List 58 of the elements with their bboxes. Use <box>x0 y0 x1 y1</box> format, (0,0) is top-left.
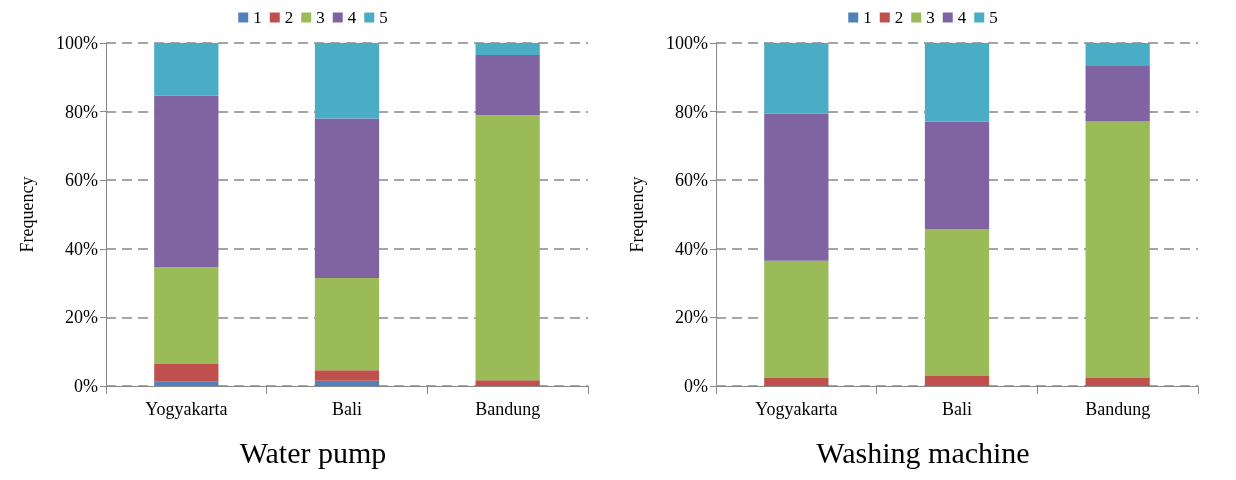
bar <box>475 55 540 116</box>
x-tick-label: Bali <box>942 399 972 419</box>
y-tick-label: 0% <box>74 376 98 396</box>
legend-label: 2 <box>894 8 904 27</box>
y-tick-label: 60% <box>65 170 98 191</box>
bar <box>154 95 219 267</box>
bar <box>924 228 990 377</box>
y-tick-label: 20% <box>675 307 708 328</box>
legend-label: 1 <box>863 8 872 27</box>
y-axis-title: Frequency <box>627 176 647 253</box>
bar <box>314 380 380 386</box>
legend-label: 3 <box>926 8 935 27</box>
y-tick-label: 80% <box>675 101 708 122</box>
bar <box>475 43 540 56</box>
bar <box>924 376 990 386</box>
bar <box>1085 43 1150 66</box>
legend-label: 5 <box>989 8 998 27</box>
text: Washing machine <box>816 435 1030 469</box>
y-tick-label: 100% <box>56 33 98 53</box>
bar <box>764 378 829 386</box>
legend-label: 2 <box>284 8 294 27</box>
x-tick-label: Yogyakarta <box>755 399 838 419</box>
bar <box>1085 378 1150 386</box>
bar <box>314 118 380 278</box>
bar <box>314 43 380 119</box>
text: Water pump <box>239 435 387 469</box>
bar <box>764 43 829 114</box>
legend-label: 1 <box>253 8 262 27</box>
legend-label: 4 <box>957 8 967 27</box>
bar <box>154 381 219 386</box>
y-tick-label: 80% <box>65 101 98 122</box>
bar <box>764 260 829 379</box>
bar <box>154 43 219 96</box>
bar <box>764 113 829 261</box>
x-tick-label: Bandung <box>475 399 541 419</box>
x-tick-label: Bandung <box>1085 399 1151 419</box>
y-tick-label: 0% <box>684 376 708 396</box>
bar <box>475 115 540 381</box>
legend-label: 3 <box>316 8 325 27</box>
legend-label: 4 <box>347 8 357 27</box>
bar <box>1085 65 1150 122</box>
bar <box>924 43 990 122</box>
x-tick-label: Bali <box>332 399 362 419</box>
bar <box>154 364 219 382</box>
y-tick-label: 40% <box>65 238 98 259</box>
x-tick-label: Yogyakarta <box>145 399 228 419</box>
bar <box>314 277 380 371</box>
y-tick-label: 20% <box>65 307 98 328</box>
y-axis-title: Frequency <box>17 176 37 253</box>
legend-label: 5 <box>379 8 388 27</box>
y-tick-label: 60% <box>675 170 708 191</box>
y-tick-label: 100% <box>666 33 708 53</box>
bar <box>1085 121 1150 379</box>
y-tick-label: 40% <box>675 238 708 259</box>
bar <box>314 370 380 381</box>
bar <box>154 266 219 365</box>
bar <box>924 121 990 229</box>
bar <box>475 380 540 386</box>
